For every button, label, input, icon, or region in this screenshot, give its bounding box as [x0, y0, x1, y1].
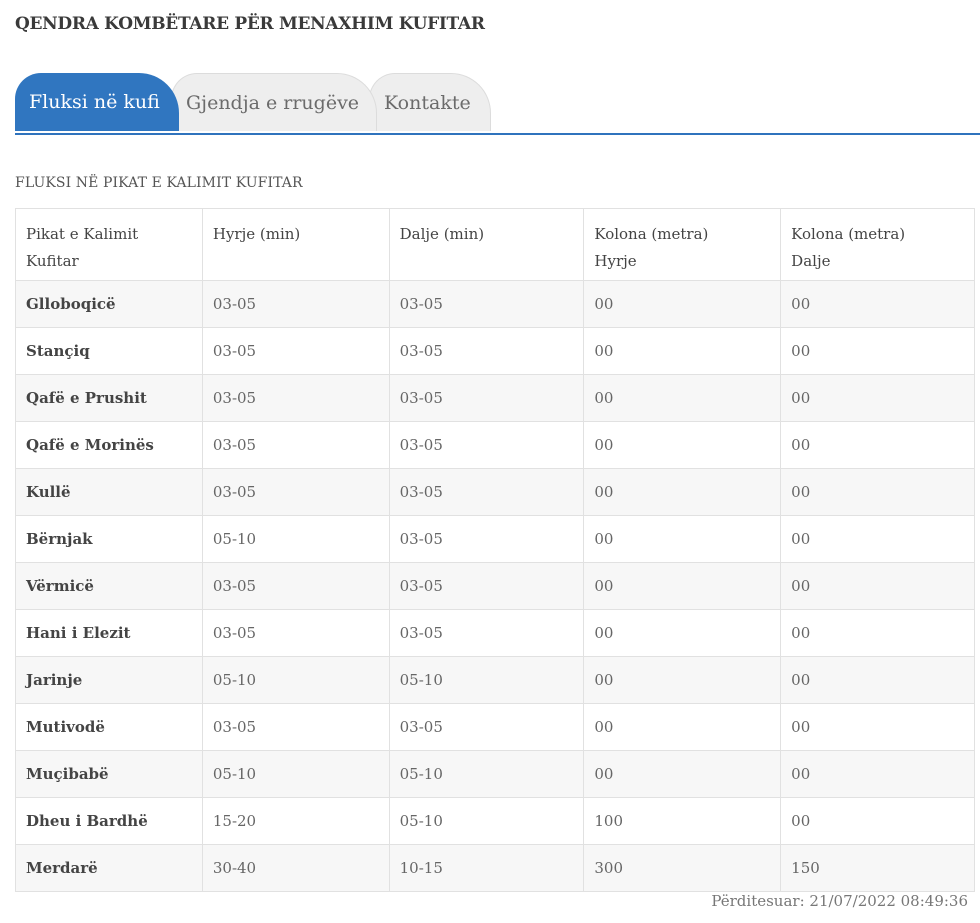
- table-header-row: Pikat e Kalimit Kufitar Hyrje (min) Dalje…: [15, 208, 975, 281]
- queue-entry-cell: 00: [583, 327, 782, 375]
- table-row: Merdarë 30-40 10-15 300 150: [15, 844, 975, 892]
- queue-exit-cell: 00: [780, 468, 975, 516]
- table-row: Hani i Elezit 03-05 03-05 00 00: [15, 609, 975, 657]
- queue-entry-cell: 00: [583, 515, 782, 563]
- table-row: Muçibabë 05-10 05-10 00 00: [15, 750, 975, 798]
- entry-time-cell: 05-10: [201, 515, 390, 563]
- exit-time-cell: 10-15: [388, 844, 585, 892]
- queue-entry-cell: 00: [583, 609, 782, 657]
- crossing-point-cell: Kullë: [15, 468, 203, 516]
- crossing-point-cell: Stançiq: [15, 327, 203, 375]
- entry-time-cell: 15-20: [201, 797, 390, 845]
- table-row: Glloboqicë 03-05 03-05 00 00: [15, 280, 975, 328]
- exit-time-cell: 03-05: [388, 421, 585, 469]
- table-row: Mutivodë 03-05 03-05 00 00: [15, 703, 975, 751]
- table-row: Qafë e Morinës 03-05 03-05 00 00: [15, 421, 975, 469]
- exit-time-cell: 03-05: [388, 562, 585, 610]
- exit-time-cell: 03-05: [388, 327, 585, 375]
- exit-time-cell: 03-05: [388, 374, 585, 422]
- crossing-point-cell: Bërnjak: [15, 515, 203, 563]
- entry-time-cell: 03-05: [201, 468, 390, 516]
- exit-time-cell: 03-05: [388, 609, 585, 657]
- table-row: Qafë e Prushit 03-05 03-05 00 00: [15, 374, 975, 422]
- queue-exit-cell: 00: [780, 656, 975, 704]
- crossing-point-cell: Glloboqicë: [15, 280, 203, 328]
- queue-exit-cell: 00: [780, 515, 975, 563]
- queue-entry-cell: 00: [583, 421, 782, 469]
- table-body: Glloboqicë 03-05 03-05 00 00 Stançiq 03-05 03-0…: [15, 280, 975, 892]
- crossing-point-cell: Muçibabë: [15, 750, 203, 798]
- entry-time-cell: 03-05: [201, 562, 390, 610]
- table-row: Vërmicë 03-05 03-05 00 00: [15, 562, 975, 610]
- tab-gjendja-e-rrugeve[interactable]: Gjendja e rrugëve: [171, 73, 377, 131]
- crossing-point-cell: Hani i Elezit: [15, 609, 203, 657]
- entry-time-cell: 30-40: [201, 844, 390, 892]
- queue-exit-cell: 00: [780, 609, 975, 657]
- crossing-point-cell: Vërmicë: [15, 562, 203, 610]
- crossing-point-cell: Qafë e Morinës: [15, 421, 203, 469]
- page-title: QENDRA KOMBËTARE PËR MENAXHIM KUFITAR: [15, 14, 485, 34]
- crossing-point-cell: Jarinje: [15, 656, 203, 704]
- queue-entry-cell: 00: [583, 374, 782, 422]
- queue-entry-cell: 100: [583, 797, 782, 845]
- last-updated: Përditesuar: 21/07/2022 08:49:36: [711, 892, 968, 910]
- crossing-point-cell: Qafë e Prushit: [15, 374, 203, 422]
- table-row: Jarinje 05-10 05-10 00 00: [15, 656, 975, 704]
- queue-exit-cell: 00: [780, 421, 975, 469]
- entry-time-cell: 05-10: [201, 750, 390, 798]
- queue-exit-cell: 00: [780, 703, 975, 751]
- table-row: Stançiq 03-05 03-05 00 00: [15, 327, 975, 375]
- queue-exit-cell: 00: [780, 750, 975, 798]
- crossing-point-cell: Merdarë: [15, 844, 203, 892]
- entry-time-cell: 05-10: [201, 656, 390, 704]
- exit-time-cell: 05-10: [388, 656, 585, 704]
- crossing-point-cell: Dheu i Bardhë: [15, 797, 203, 845]
- queue-exit-cell: 00: [780, 797, 975, 845]
- exit-time-cell: 03-05: [388, 515, 585, 563]
- border-flux-table: Pikat e Kalimit Kufitar Hyrje (min) Dalje…: [15, 208, 975, 892]
- tab-bar: Fluksi në kufi Gjendja e rrugëve Kontakt…: [15, 73, 980, 135]
- exit-time-cell: 05-10: [388, 797, 585, 845]
- queue-entry-cell: 00: [583, 468, 782, 516]
- queue-entry-cell: 00: [583, 703, 782, 751]
- exit-time-cell: 03-05: [388, 703, 585, 751]
- section-title: FLUKSI NË PIKAT E KALIMIT KUFITAR: [15, 175, 303, 191]
- header-exit-min: Dalje (min): [388, 208, 585, 281]
- queue-entry-cell: 300: [583, 844, 782, 892]
- exit-time-cell: 03-05: [388, 468, 585, 516]
- entry-time-cell: 03-05: [201, 280, 390, 328]
- exit-time-cell: 03-05: [388, 280, 585, 328]
- queue-exit-cell: 00: [780, 562, 975, 610]
- queue-entry-cell: 00: [583, 280, 782, 328]
- queue-exit-cell: 00: [780, 327, 975, 375]
- entry-time-cell: 03-05: [201, 421, 390, 469]
- header-queue-exit: Kolona (metra) Dalje: [780, 208, 975, 281]
- queue-entry-cell: 00: [583, 656, 782, 704]
- header-crossing-point: Pikat e Kalimit Kufitar: [15, 208, 203, 281]
- table-row: Dheu i Bardhë 15-20 05-10 100 00: [15, 797, 975, 845]
- exit-time-cell: 05-10: [388, 750, 585, 798]
- entry-time-cell: 03-05: [201, 327, 390, 375]
- header-entry-min: Hyrje (min): [201, 208, 390, 281]
- crossing-point-cell: Mutivodë: [15, 703, 203, 751]
- queue-exit-cell: 150: [780, 844, 975, 892]
- queue-exit-cell: 00: [780, 374, 975, 422]
- table-row: Bërnjak 05-10 03-05 00 00: [15, 515, 975, 563]
- queue-entry-cell: 00: [583, 750, 782, 798]
- entry-time-cell: 03-05: [201, 703, 390, 751]
- table-row: Kullë 03-05 03-05 00 00: [15, 468, 975, 516]
- entry-time-cell: 03-05: [201, 609, 390, 657]
- queue-exit-cell: 00: [780, 280, 975, 328]
- tab-kontakte[interactable]: Kontakte: [369, 73, 491, 131]
- header-queue-entry: Kolona (metra) Hyrje: [583, 208, 782, 281]
- tab-fluksi-ne-kufi[interactable]: Fluksi në kufi: [15, 73, 179, 131]
- queue-entry-cell: 00: [583, 562, 782, 610]
- entry-time-cell: 03-05: [201, 374, 390, 422]
